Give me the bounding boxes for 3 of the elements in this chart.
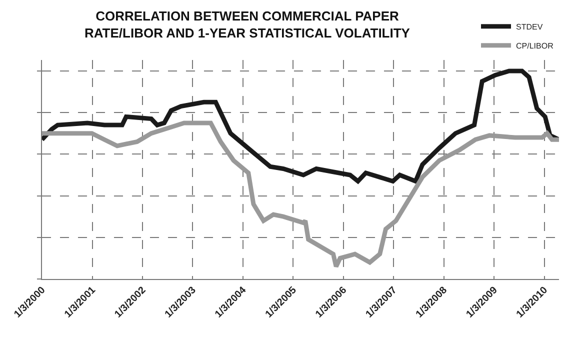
- chart-title: CORRELATION BETWEEN COMMERCIAL PAPER RATE/LIBOR AND 1-YEAR STATISTICAL VOLATILITY: [84, 8, 410, 40]
- legend-label: STDEV: [516, 22, 544, 32]
- legend-label: CP/LIBOR: [516, 41, 554, 50]
